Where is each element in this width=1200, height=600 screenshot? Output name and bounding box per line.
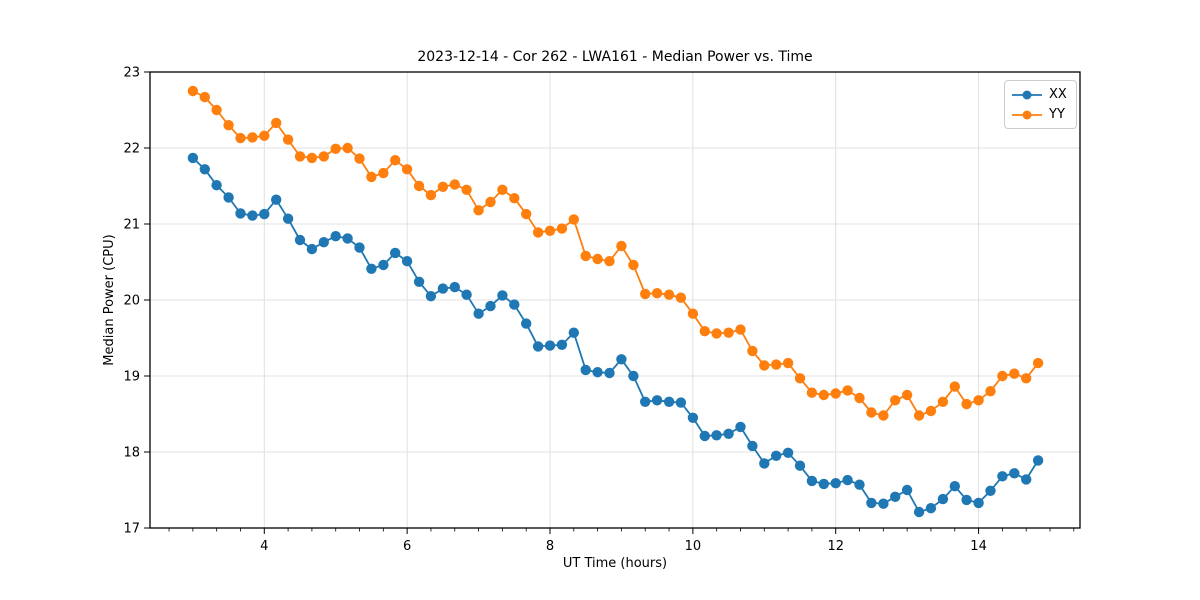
axis-ticks <box>144 71 1075 534</box>
gridlines <box>150 71 1080 529</box>
y-tick-label: 22 <box>123 142 140 157</box>
x-tick-label: 6 <box>403 539 411 554</box>
x-tick-label: 4 <box>260 539 268 554</box>
x-tick-label: 8 <box>546 539 554 554</box>
legend: XX YY <box>1004 80 1077 129</box>
legend-yy-line-marker-swatch <box>1012 110 1042 119</box>
series-xx <box>187 152 1044 518</box>
series-yy <box>187 85 1044 421</box>
legend-label-yy: YY <box>1049 107 1065 122</box>
y-tick-label: 19 <box>123 370 140 385</box>
y-tick-label: 20 <box>123 294 140 309</box>
y-tick-label: 21 <box>123 218 140 233</box>
legend-entry-xx: XX <box>1012 85 1067 104</box>
y-tick-label: 17 <box>123 522 140 537</box>
x-axis-label: UT Time (hours) <box>562 556 668 571</box>
legend-xx-line-marker-swatch <box>1012 90 1042 99</box>
y-tick-label: 23 <box>123 66 140 81</box>
x-tick-label: 12 <box>827 539 844 554</box>
legend-label-xx: XX <box>1049 87 1067 102</box>
x-tick-label: 14 <box>970 539 987 554</box>
legend-entry-yy: YY <box>1012 105 1067 124</box>
y-tick-label: 18 <box>123 446 140 461</box>
axis-tick-labels: 4 6 8 10 12 14 17 18 19 20 21 22 23 <box>123 66 986 555</box>
x-tick-label: 10 <box>685 539 702 554</box>
plot-spines <box>149 71 1081 529</box>
chart-title: 2023-12-14 - Cor 262 - LWA161 - Median P… <box>417 49 813 65</box>
y-axis-label: Median Power (CPU) <box>102 234 117 366</box>
